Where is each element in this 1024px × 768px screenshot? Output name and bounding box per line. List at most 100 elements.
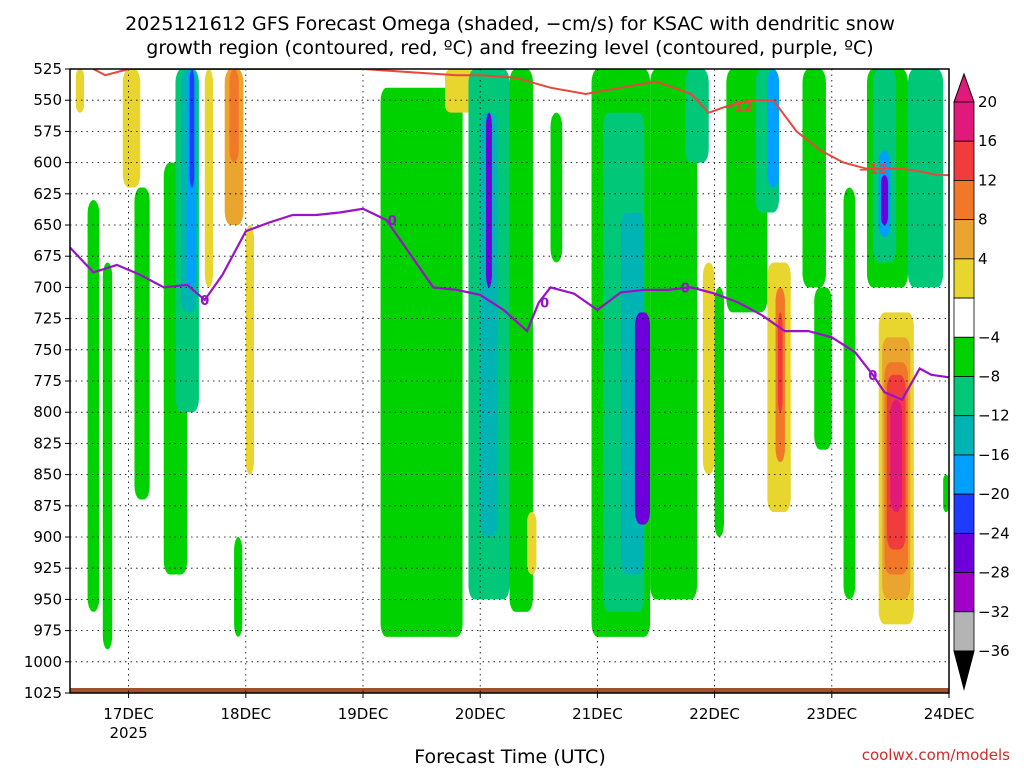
- omega-region: [814, 287, 832, 450]
- omega-region: [87, 200, 100, 612]
- x-tick-label: 23DEC: [807, 705, 858, 723]
- colorbar-bin: [953, 376, 975, 417]
- colorbar-label: −28: [978, 564, 1010, 582]
- colorbar-bin: [953, 572, 975, 613]
- y-axis-ticks: 525 550 575 600 625 650 675 700 725 750 775 800 825 8…: [24, 60, 70, 702]
- colorbar-label: −24: [978, 524, 1010, 542]
- y-tick-label: 1025: [24, 684, 62, 702]
- surface-band: [70, 688, 949, 693]
- y-tick-label: 575: [33, 122, 62, 140]
- colorbar-bin: [953, 101, 975, 142]
- colorbar-bin: [953, 493, 975, 534]
- omega-region: [767, 69, 780, 188]
- y-tick-label: 650: [33, 216, 62, 234]
- dgz-contour: [92, 69, 949, 177]
- colorbar-bin: [953, 297, 975, 338]
- chart-title-line-2: growth region (contoured, red, ºC) and f…: [146, 37, 873, 59]
- omega-region: [204, 69, 213, 288]
- y-tick-label: 975: [33, 622, 62, 640]
- colorbar-label: −12: [978, 407, 1010, 425]
- colorbar: 20 16 12 8 4 −4 −8 −12 −16 −20 −24 −28 −32 −36: [953, 72, 1010, 691]
- colorbar-bin: [953, 532, 975, 573]
- colorbar-bin: [953, 336, 975, 377]
- freezing-level-label: 0: [540, 296, 549, 311]
- y-tick-label: 800: [33, 403, 62, 421]
- x-tick-label: 21DEC: [572, 705, 623, 723]
- x-tick-sublabel: 2025: [110, 724, 148, 742]
- y-tick-label: 725: [33, 310, 62, 328]
- colorbar-bin: [953, 258, 975, 299]
- colorbar-bin: [953, 140, 975, 181]
- omega-region: [509, 69, 533, 612]
- omega-region: [907, 69, 944, 288]
- dgz-label: −12: [858, 163, 887, 178]
- y-tick-label: 950: [33, 590, 62, 608]
- omega-region: [480, 112, 498, 538]
- omega-region: [445, 69, 475, 113]
- colorbar-label: −36: [978, 642, 1010, 660]
- x-tick-label: 24DEC: [924, 705, 975, 723]
- colorbar-label: −8: [978, 368, 1000, 386]
- colorbar-bin: [953, 180, 975, 221]
- omega-region: [685, 69, 709, 163]
- y-tick-label: 850: [33, 466, 62, 484]
- omega-region: [802, 69, 826, 288]
- colorbar-top-arrow: [953, 72, 975, 103]
- omega-region: [890, 399, 903, 513]
- colorbar-label: −4: [978, 328, 1000, 346]
- colorbar-bin: [953, 219, 975, 260]
- x-tick-label: 17DEC: [103, 705, 154, 723]
- omega-region: [702, 262, 715, 475]
- colorbar-label: 20: [978, 93, 997, 111]
- omega-region: [189, 69, 195, 188]
- omega-region: [75, 69, 85, 113]
- y-tick-label: 775: [33, 372, 62, 390]
- omega-region: [234, 537, 243, 637]
- x-tick-label: 19DEC: [338, 705, 389, 723]
- x-tick-label: 18DEC: [221, 705, 272, 723]
- omega-shading: [75, 69, 949, 650]
- colorbar-label: −32: [978, 603, 1010, 621]
- y-tick-label: 825: [33, 434, 62, 452]
- chart-title-line-1: 2025121612 GFS Forecast Omega (shaded, −…: [125, 13, 895, 35]
- y-tick-label: 900: [33, 528, 62, 546]
- omega-region: [843, 187, 856, 600]
- y-tick-label: 1000: [24, 653, 62, 671]
- freezing-level-label: 0: [200, 294, 209, 309]
- colorbar-label: 12: [978, 171, 997, 189]
- surface-band-fill: [70, 688, 949, 693]
- colorbar-bin: [953, 611, 975, 652]
- y-tick-label: 525: [33, 60, 62, 78]
- y-tick-label: 750: [33, 341, 62, 359]
- omega-region: [943, 474, 949, 513]
- x-tick-label: 20DEC: [455, 705, 506, 723]
- colorbar-label: 16: [978, 132, 997, 150]
- freezing-level-label: 0: [681, 281, 690, 296]
- colorbar-bottom-arrow: [953, 650, 975, 691]
- omega-region: [777, 312, 783, 413]
- omega-region: [881, 175, 889, 225]
- omega-region: [134, 187, 150, 500]
- contour-lines: 0 0 0 0 0 −12 −12: [70, 69, 949, 402]
- freezing-level-contour: [70, 207, 949, 402]
- grid-lines: [70, 68, 950, 694]
- y-tick-label: 675: [33, 247, 62, 265]
- x-tick-label: 22DEC: [689, 705, 740, 723]
- dgz-label: −12: [724, 100, 753, 115]
- y-tick-label: 875: [33, 497, 62, 515]
- omega-region: [229, 69, 239, 163]
- omega-region: [102, 262, 113, 650]
- colorbar-label: −16: [978, 446, 1010, 464]
- colorbar-bin: [953, 415, 975, 456]
- omega-region: [550, 112, 563, 263]
- colorbar-bin: [953, 454, 975, 495]
- freezing-level-label: 0: [868, 369, 877, 384]
- omega-region: [486, 112, 492, 288]
- x-axis-label: Forecast Time (UTC): [414, 746, 605, 768]
- y-tick-label: 700: [33, 278, 62, 296]
- colorbar-label: 8: [978, 211, 988, 229]
- y-tick-label: 550: [33, 91, 62, 109]
- omega-region: [380, 87, 463, 637]
- colorbar-label: −20: [978, 485, 1010, 503]
